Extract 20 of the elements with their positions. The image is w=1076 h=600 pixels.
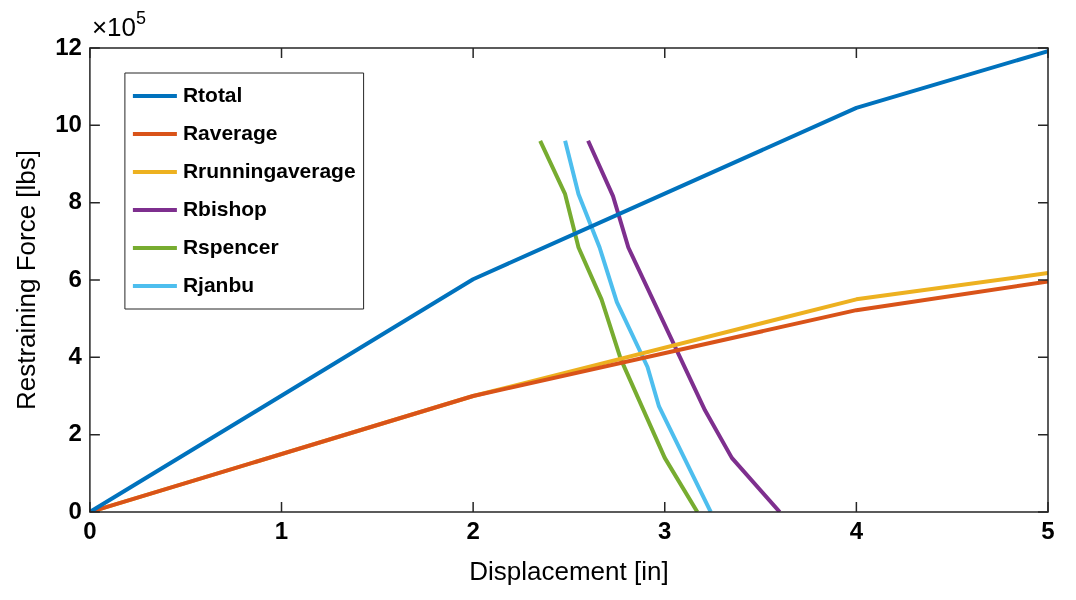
x-tick-label: 4 — [849, 517, 864, 545]
x-tick-label: 3 — [658, 517, 672, 545]
legend-label: Rbishop — [182, 196, 267, 220]
legend-label: Rtotal — [182, 82, 243, 106]
legend-label: Rrunningaverage — [182, 158, 356, 182]
y-tick-label: 12 — [55, 32, 82, 60]
y-tick-label: 6 — [68, 264, 82, 292]
legend-label: Raverage — [182, 120, 278, 144]
y-tick-label: 0 — [68, 496, 82, 524]
legend-label: Rjanbu — [182, 272, 255, 296]
legend-label: Rspencer — [182, 234, 279, 258]
x-tick-label: 2 — [466, 517, 480, 545]
y-tick-label: 8 — [68, 187, 82, 215]
x-axis-title: Displacement [in] — [469, 555, 669, 586]
y-tick-label: 4 — [68, 341, 83, 369]
x-tick-label: 1 — [274, 517, 289, 545]
y-axis-title: Restraining Force [lbs] — [10, 149, 41, 411]
y-tick-label: 2 — [68, 419, 82, 447]
y-tick-label: 10 — [55, 109, 82, 137]
x-tick-label: 5 — [1041, 517, 1055, 545]
